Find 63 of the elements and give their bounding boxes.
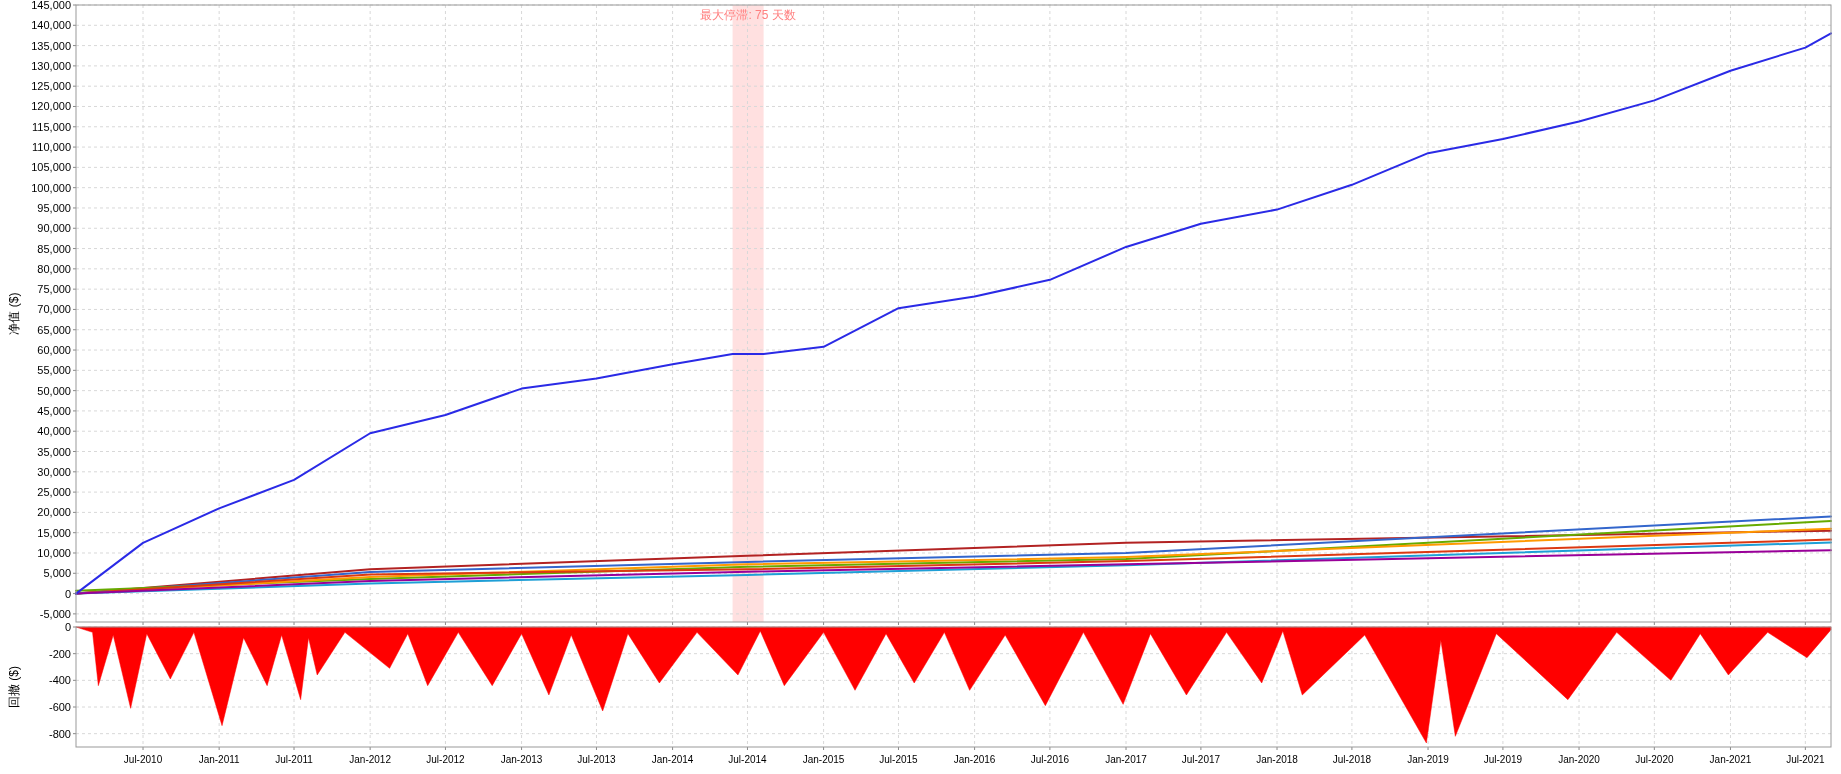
y-tick-label: -800	[48, 727, 71, 740]
x-tick-label: Jul-2019	[1483, 754, 1523, 765]
y-tick-label: 105,000	[31, 161, 71, 174]
y-tick-label: 85,000	[37, 242, 71, 255]
y-tick-label: 135,000	[31, 39, 71, 52]
y-tick-label: 100,000	[31, 181, 71, 194]
x-tick-label: Jul-2016	[1030, 754, 1070, 765]
y-tick-label: 115,000	[32, 120, 71, 133]
y-tick-label: 80,000	[37, 262, 71, 275]
y-tick-label: 10,000	[37, 546, 71, 559]
x-tick-label: Jul-2010	[123, 754, 163, 765]
y-tick-label: 40,000	[37, 425, 71, 438]
x-tick-label: Jul-2014	[728, 754, 768, 765]
x-tick-label: Jan-2015	[802, 754, 845, 765]
x-tick-label: Jul-2021	[1786, 754, 1825, 765]
y-tick-label: 20,000	[37, 506, 71, 519]
x-tick-label: Jul-2018	[1332, 754, 1372, 765]
x-tick-label: Jul-2013	[577, 754, 617, 765]
y-tick-label: -600	[48, 701, 71, 713]
x-tick-label: Jan-2019	[1407, 754, 1450, 765]
y-axis-title: 净值 ($)	[7, 292, 21, 335]
y-tick-label: -200	[48, 647, 71, 660]
x-tick-label: Jan-2017	[1105, 754, 1148, 765]
x-tick-label: Jul-2017	[1181, 754, 1221, 765]
line-series	[75, 32, 1832, 595]
y-tick-label: 125,000	[31, 80, 71, 93]
y-tick-label: 140,000	[31, 19, 71, 32]
x-tick-label: Jan-2018	[1256, 754, 1299, 765]
band-label: 最大停滞: 75 天数	[700, 8, 796, 22]
y-axis-title: 回撤 ($)	[7, 666, 21, 708]
x-tick-label: Jan-2013	[500, 754, 543, 765]
y-tick-label: -5,000	[39, 607, 71, 620]
y-tick-label: 55,000	[37, 364, 71, 377]
y-tick-label: 75,000	[37, 283, 71, 296]
x-tick-label: Jul-2020	[1635, 754, 1674, 765]
y-tick-label: -400	[48, 674, 71, 687]
x-tick-label: Jan-2012	[349, 754, 392, 765]
x-tick-label: Jan-2020	[1558, 754, 1601, 765]
x-tick-label: Jul-2011	[275, 754, 314, 765]
y-tick-label: 130,000	[31, 59, 71, 72]
y-tick-label: 30,000	[37, 465, 71, 478]
y-tick-label: 70,000	[37, 303, 71, 316]
x-tick-label: Jul-2015	[879, 754, 919, 765]
y-tick-label: 60,000	[37, 344, 71, 357]
x-tick-label: Jan-2021	[1709, 754, 1752, 765]
y-tick-label: 90,000	[37, 222, 71, 235]
x-tick-label: Jan-2011	[198, 754, 241, 765]
x-tick-label: Jan-2014	[651, 754, 694, 765]
y-tick-label: 0	[64, 587, 71, 600]
y-tick-label: 120,000	[31, 100, 71, 113]
y-tick-label: 50,000	[37, 384, 71, 397]
y-tick-label: 0	[64, 621, 71, 633]
y-tick-label: 35,000	[37, 445, 71, 458]
y-tick-label: 25,000	[37, 486, 71, 499]
y-tick-label: 15,000	[37, 526, 71, 539]
y-tick-label: 95,000	[37, 201, 71, 214]
y-tick-label: 5,000	[43, 567, 71, 580]
y-tick-label: 45,000	[37, 404, 71, 417]
x-tick-label: Jul-2012	[426, 754, 466, 765]
y-tick-label: 110,000	[32, 141, 71, 154]
y-tick-label: 65,000	[37, 323, 71, 336]
y-tick-label: 145,000	[31, 0, 71, 11]
x-tick-label: Jan-2016	[953, 754, 996, 765]
